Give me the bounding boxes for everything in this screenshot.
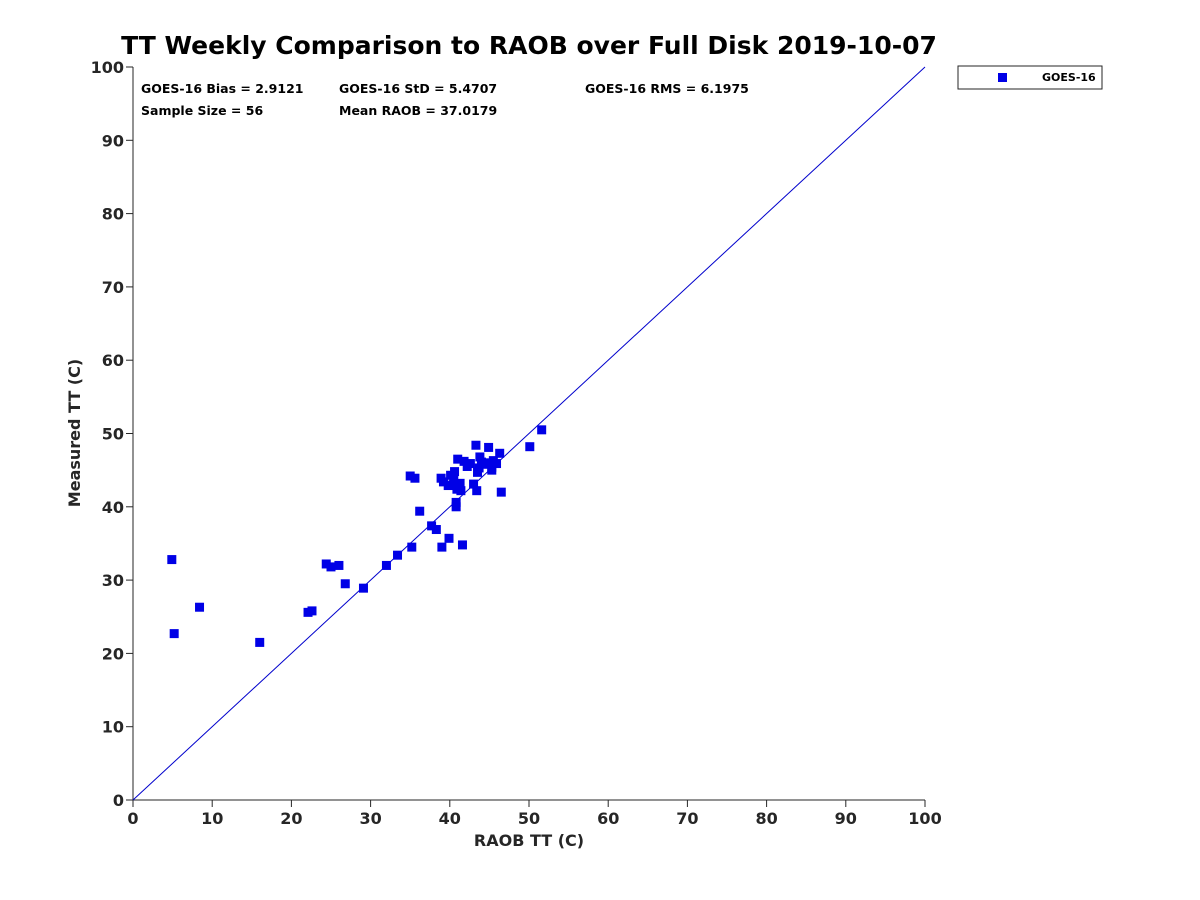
data-point	[492, 459, 502, 469]
data-point	[487, 465, 497, 475]
y-tick-label: 30	[102, 571, 124, 590]
x-tick-label: 100	[908, 809, 941, 828]
y-axis-label: Measured TT (C)	[65, 359, 84, 507]
stat-mean-raob: Mean RAOB = 37.0179	[339, 103, 497, 118]
y-tick-label: 60	[102, 351, 124, 370]
x-tick-label: 70	[676, 809, 698, 828]
legend-box	[957, 65, 1103, 90]
x-tick-label: 0	[127, 809, 138, 828]
y-tick-label: 0	[113, 791, 124, 810]
data-point	[471, 440, 481, 450]
data-point	[169, 629, 179, 639]
data-point	[465, 459, 475, 469]
data-point	[496, 487, 506, 497]
data-point	[340, 579, 350, 589]
data-point	[195, 602, 205, 612]
data-point	[450, 467, 460, 477]
legend-label-goes-16: GOES-16	[1042, 71, 1096, 84]
data-point	[476, 457, 486, 467]
y-tick-label: 100	[91, 58, 124, 77]
data-point	[537, 425, 547, 435]
y-tick-label: 50	[102, 425, 124, 444]
data-point	[481, 458, 491, 468]
data-point	[437, 542, 447, 552]
data-point	[443, 481, 453, 491]
data-point	[358, 583, 368, 593]
data-point	[469, 479, 479, 489]
data-point	[456, 486, 466, 496]
data-point	[393, 550, 403, 560]
y-tick-label: 80	[102, 205, 124, 224]
data-point	[444, 533, 454, 543]
y-tick-label: 70	[102, 278, 124, 297]
x-tick-label: 10	[201, 809, 223, 828]
x-axis-label: RAOB TT (C)	[474, 831, 584, 850]
data-point	[407, 542, 417, 552]
x-tick-label: 50	[518, 809, 540, 828]
y-tick-label: 40	[102, 498, 124, 517]
data-point	[427, 521, 437, 531]
data-point	[431, 525, 441, 535]
data-point	[326, 562, 336, 572]
x-tick-label: 20	[280, 809, 302, 828]
x-tick-label: 30	[359, 809, 381, 828]
one-to-one-line	[132, 66, 926, 801]
data-point	[307, 606, 317, 616]
y-tick-label: 90	[102, 131, 124, 150]
data-point	[472, 486, 482, 496]
data-point	[334, 560, 344, 570]
y-tick-label: 20	[102, 644, 124, 663]
data-point	[475, 452, 485, 462]
data-point	[451, 497, 461, 507]
data-point	[453, 454, 463, 464]
stat-sample-size: Sample Size = 56	[141, 103, 263, 118]
data-point	[495, 448, 505, 458]
x-tick-label: 40	[439, 809, 461, 828]
x-tick-label: 80	[755, 809, 777, 828]
y-tick-label: 10	[102, 718, 124, 737]
legend-marker-goes-16	[998, 73, 1007, 82]
data-point	[255, 637, 265, 647]
data-point	[525, 442, 535, 452]
data-point	[167, 555, 177, 565]
plot-area: 0 10 20 30 40 50 60 70 80 90 100 0 10 20 30 40 50 60 70 80 9…	[91, 58, 942, 828]
data-point	[484, 442, 494, 452]
x-tick-label: 90	[835, 809, 857, 828]
data-point	[457, 540, 467, 550]
x-tick-label: 60	[597, 809, 619, 828]
data-point	[381, 560, 391, 570]
data-point	[321, 559, 331, 569]
stat-bias: GOES-16 Bias = 2.9121	[141, 81, 303, 96]
data-point	[438, 477, 448, 487]
data-point	[455, 478, 465, 488]
data-point	[410, 473, 420, 483]
stat-std: GOES-16 StD = 5.4707	[339, 81, 497, 96]
stat-rms: GOES-16 RMS = 6.1975	[585, 81, 749, 96]
data-point	[415, 506, 425, 516]
data-point	[459, 456, 469, 466]
data-point	[405, 471, 415, 481]
legend: GOES-16	[957, 65, 1103, 90]
chart-title: TT Weekly Comparison to RAOB over Full D…	[121, 31, 937, 60]
